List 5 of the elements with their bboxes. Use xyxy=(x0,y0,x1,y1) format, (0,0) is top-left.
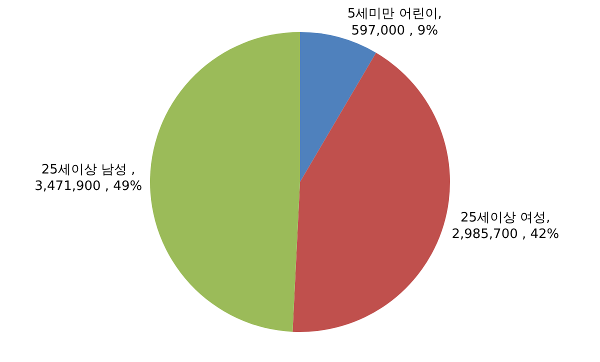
pie-slice xyxy=(292,52,450,332)
slice-label: 25세이상 여성, 2,985,700 , 42% xyxy=(452,210,560,242)
pie-slice xyxy=(150,32,300,332)
slice-label: 25세이상 남성 , 3,471,900 , 49% xyxy=(34,162,142,194)
slice-label: 5세미만 어린이, 597,000 , 9% xyxy=(347,6,442,38)
